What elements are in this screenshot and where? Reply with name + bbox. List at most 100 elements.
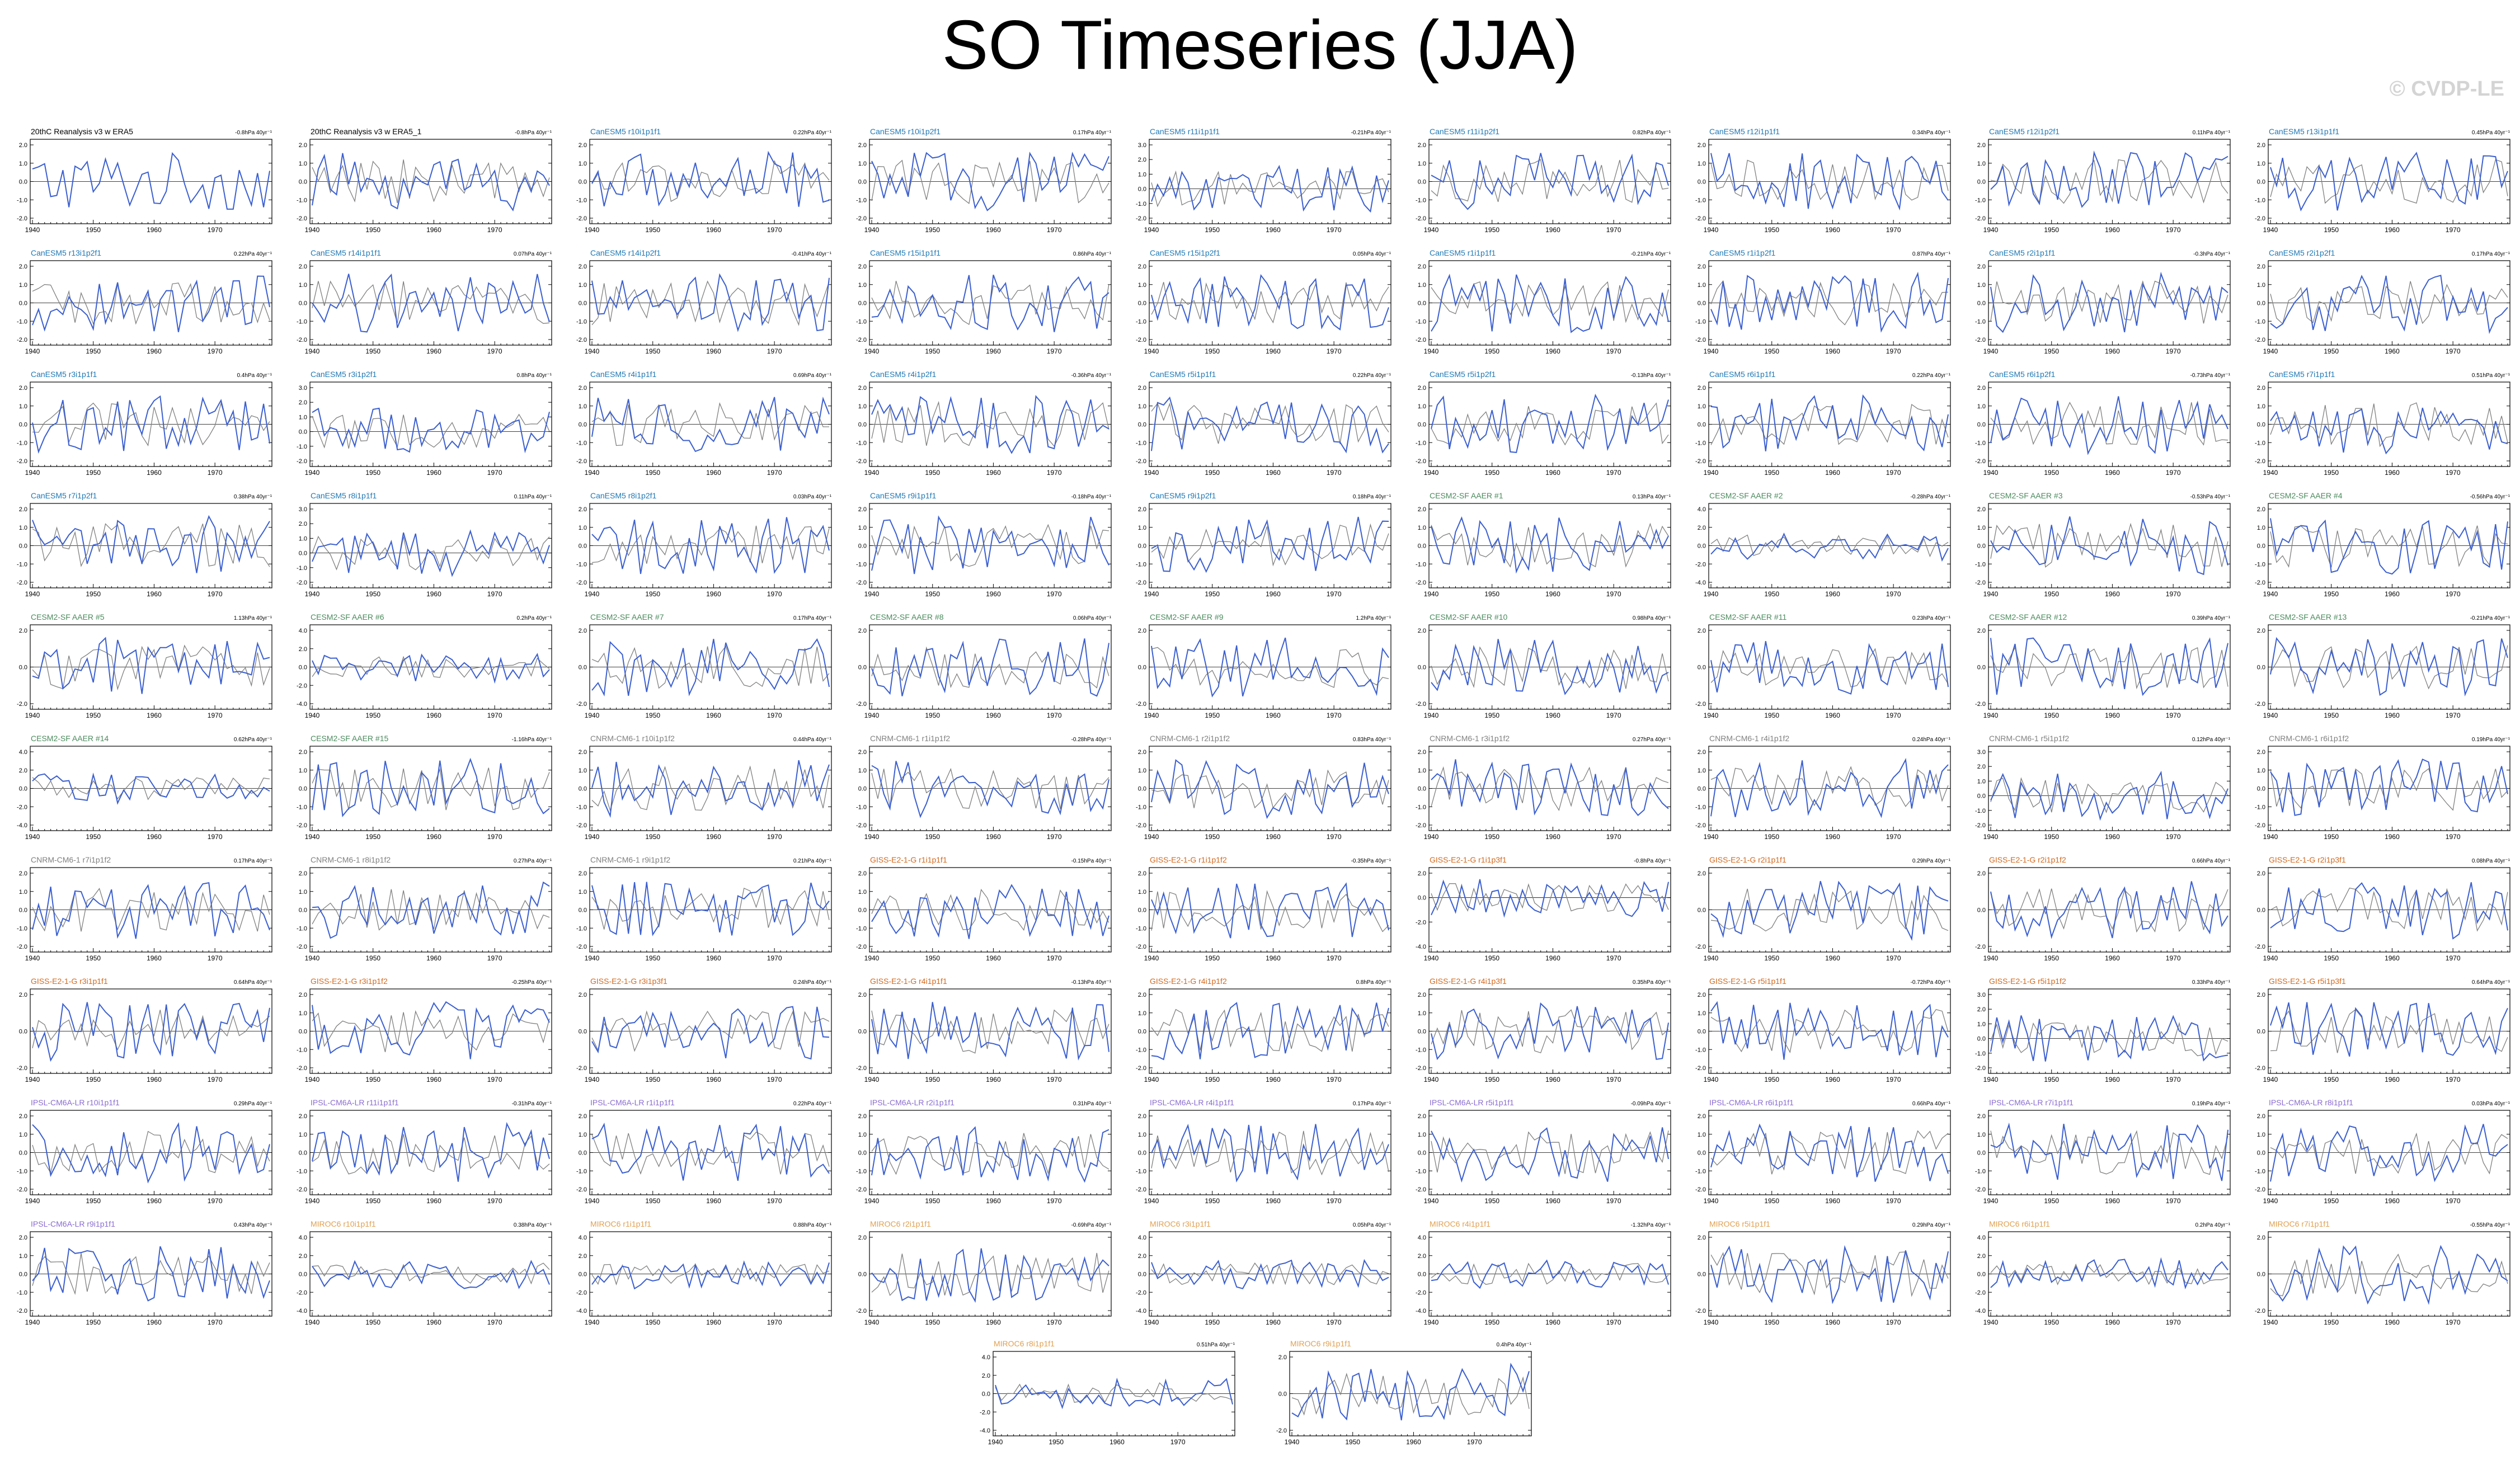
x-tick-label: 1960 (2105, 590, 2120, 598)
reference-series-line (312, 159, 550, 204)
reference-series-line (871, 1009, 1109, 1054)
panel-trend-label: 0.17hPa 40yr⁻¹ (2472, 251, 2510, 257)
x-tick-label: 1950 (925, 469, 940, 477)
x-tick-label: 1940 (585, 833, 600, 841)
x-tick-label: 1960 (426, 347, 441, 355)
data-series-line (871, 1126, 1109, 1183)
y-tick-label: 4.0 (19, 749, 27, 756)
y-tick-label: 0.0 (2257, 543, 2265, 550)
panel-trend-label: -0.31hPa 40yr⁻¹ (512, 1101, 552, 1107)
reference-series-line (1431, 402, 1669, 446)
y-tick-label: 2.0 (19, 506, 27, 513)
x-tick-label: 1970 (767, 1076, 782, 1083)
y-tick-label: -2.0 (576, 1186, 587, 1193)
x-tick-label: 1950 (1205, 469, 1220, 477)
y-tick-label: 1.0 (1977, 525, 1986, 531)
y-tick-label: -2.0 (1975, 579, 1986, 586)
x-tick-label: 1940 (1144, 590, 1159, 598)
y-tick-label: 1.0 (1698, 1010, 1706, 1017)
timeseries-panel: CNRM-CM6-1 r3i1p1f2 0.27hPa 40yr⁻¹ 2.0 1.0 0… (1416, 734, 1671, 841)
x-tick-label: 1950 (1484, 469, 1499, 477)
x-tick-label: 1960 (1266, 347, 1281, 355)
y-tick-label: 2.0 (1698, 385, 1706, 392)
reference-series-line (1431, 281, 1669, 323)
x-tick-label: 1960 (2105, 226, 2120, 234)
y-tick-label: -1.0 (1416, 318, 1426, 325)
x-tick-label: 1970 (2166, 347, 2181, 355)
panel-title: GISS-E2-1-G r1i1p1f2 (1150, 855, 1227, 864)
x-tick-label: 1960 (2385, 954, 2400, 962)
reference-series-line (1151, 523, 1389, 567)
panel-title: CanESM5 r7i1p1f1 (2269, 370, 2335, 379)
panel-trend-label: -0.41hPa 40yr⁻¹ (792, 251, 832, 257)
x-tick-label: 1950 (2324, 954, 2339, 962)
y-tick-label: 1.0 (2257, 282, 2265, 289)
x-tick-label: 1960 (2105, 712, 2120, 719)
panel-frame (1988, 988, 2231, 1074)
x-tick-label: 1940 (864, 954, 880, 962)
x-tick-label: 1970 (2166, 712, 2181, 719)
x-tick-label: 1940 (1704, 590, 1719, 598)
panel-title: CanESM5 r3i1p2f1 (311, 370, 377, 379)
y-tick-label: 0.0 (2257, 179, 2265, 186)
y-tick-label: 2.0 (1698, 628, 1706, 634)
x-tick-label: 1970 (767, 833, 782, 841)
x-tick-label: 1970 (1047, 347, 1062, 355)
x-tick-label: 1960 (2105, 954, 2120, 962)
y-tick-label: 2.0 (19, 1113, 27, 1120)
timeseries-panel: CanESM5 r14i1p2f1 -0.41hPa 40yr⁻¹ 2.0 1.0 0.… (576, 248, 832, 355)
x-tick-label: 1960 (2385, 712, 2400, 719)
x-tick-label: 1960 (2385, 590, 2400, 598)
x-tick-label: 1960 (1825, 590, 1840, 598)
reference-series-line (2270, 281, 2508, 324)
data-series-line (32, 515, 270, 573)
panel-trend-label: 0.22hPa 40yr⁻¹ (793, 1101, 832, 1107)
x-tick-label: 1970 (2166, 226, 2181, 234)
x-tick-label: 1960 (1825, 347, 1840, 355)
panel-title: CNRM-CM6-1 r3i1p1f2 (1430, 734, 1510, 743)
panel-title: GISS-E2-1-G r2i1p1f2 (1989, 855, 2066, 864)
reference-series-line (591, 525, 830, 564)
timeseries-panel: CESM2-SF AAER #14 0.62hPa 40yr⁻¹ 4.0 2.0 0.0… (17, 734, 272, 841)
x-tick-label: 1940 (864, 347, 880, 355)
x-tick-label: 1950 (2324, 469, 2339, 477)
panel-title: GISS-E2-1-G r5i1p3f1 (2269, 977, 2346, 986)
y-tick-label: -2.0 (1136, 822, 1146, 829)
x-tick-label: 1950 (2324, 1076, 2339, 1083)
x-tick-label: 1960 (1825, 1076, 1840, 1083)
y-tick-label: -2.0 (1975, 701, 1986, 708)
x-tick-label: 1970 (1886, 1076, 1901, 1083)
reference-series-line (32, 777, 270, 800)
panel-title: IPSL-CM6A-LR r11i1p1f1 (311, 1098, 399, 1107)
panel-title: CanESM5 r8i1p2f1 (590, 491, 657, 500)
y-tick-label: 0.0 (1698, 422, 1706, 428)
reference-series-line (1710, 534, 1949, 558)
panel-trend-label: -0.15hPa 40yr⁻¹ (1071, 858, 1112, 864)
panel-title: CanESM5 r9i1p1f1 (870, 491, 937, 500)
x-tick-label: 1970 (1606, 469, 1621, 477)
timeseries-panel: GISS-E2-1-G r3i1p1f2 -0.25hPa 40yr⁻¹ 2.0 1.… (297, 977, 552, 1083)
panel-trend-label: 0.05hPa 40yr⁻¹ (1353, 251, 1391, 257)
timeseries-panel: GISS-E2-1-G r5i1p3f1 0.64hPa 40yr⁻¹ 2.0 0.0… (2255, 977, 2510, 1083)
reference-series-line (312, 1010, 550, 1053)
panel-trend-label: 0.4hPa 40yr⁻¹ (237, 373, 272, 379)
data-series-line (1990, 637, 2228, 696)
panel-title: CanESM5 r5i1p1f1 (1150, 370, 1216, 379)
x-tick-label: 1950 (86, 347, 101, 355)
reference-series-line (312, 1134, 550, 1175)
data-series-line (1431, 1002, 1669, 1061)
panel-title: CESM2-SF AAER #2 (1709, 491, 1783, 500)
timeseries-panel: CNRM-CM6-1 r2i1p1f2 0.83hPa 40yr⁻¹ 2.0 1.0 0… (1136, 734, 1391, 841)
y-tick-label: 2.0 (1698, 992, 1706, 998)
y-tick-label: 2.0 (19, 385, 27, 392)
y-tick-label: 0.0 (858, 179, 867, 186)
y-tick-label: 0.0 (1698, 543, 1706, 550)
y-tick-label: -2.0 (1975, 822, 1986, 829)
y-tick-label: 1.0 (1977, 161, 1986, 167)
panel-trend-label: 0.22hPa 40yr⁻¹ (793, 130, 832, 136)
timeseries-panel: GISS-E2-1-G r4i1p1f2 0.8hPa 40yr⁻¹ 2.0 1.0 0… (1136, 977, 1391, 1083)
data-series-line (591, 517, 830, 574)
y-tick-label: 1.0 (19, 403, 27, 410)
x-tick-label: 1960 (1545, 954, 1560, 962)
x-tick-label: 1940 (585, 347, 600, 355)
